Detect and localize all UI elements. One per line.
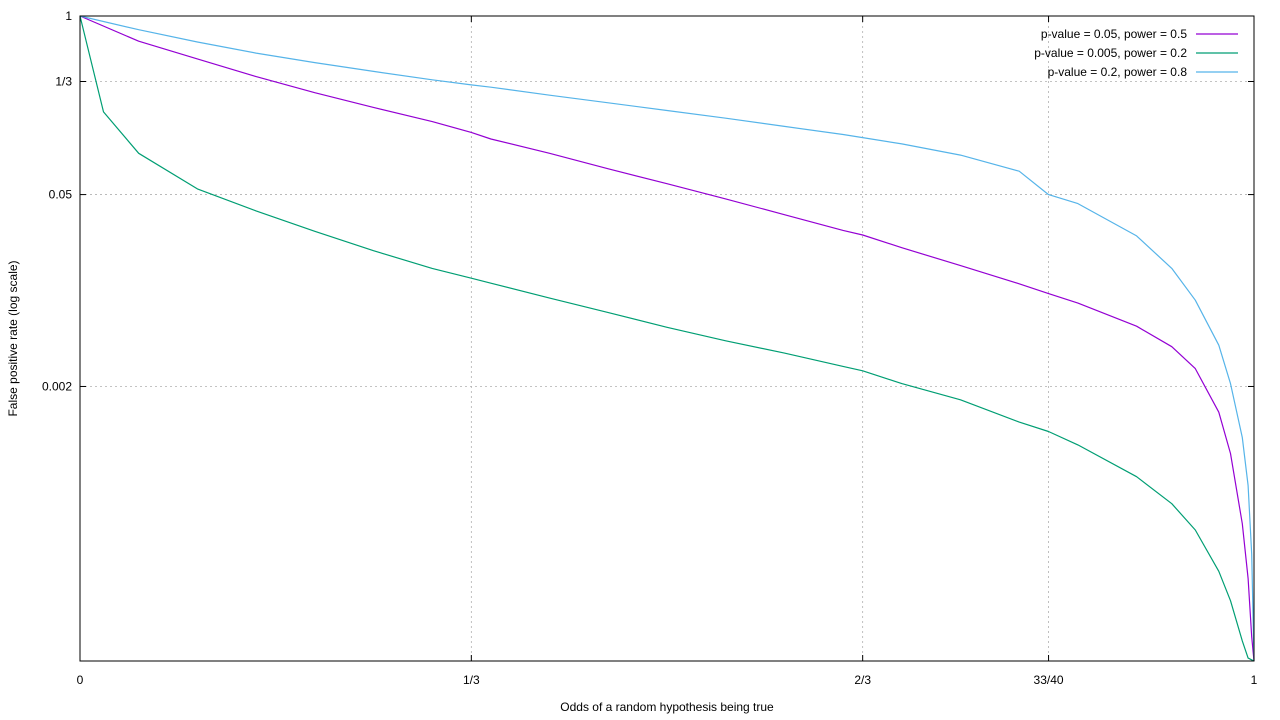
y-axis-title: False positive rate (log scale) [6,260,20,416]
y-tick-label: 0.002 [42,379,72,393]
x-tick-label: 33/40 [1034,673,1064,687]
series-line-0 [79,15,1255,662]
legend-label: p-value = 0.005, power = 0.2 [1034,46,1187,60]
series-line-1 [79,15,1255,662]
x-axis-title: Odds of a random hypothesis being true [560,700,774,714]
legend-label: p-value = 0.2, power = 0.8 [1048,65,1188,79]
plot-frame [79,15,1255,662]
y-tick-label: 0.05 [49,188,73,202]
x-tick-label: 1 [1251,673,1258,687]
y-tick-label: 1/3 [55,74,72,88]
y-tick-label: 1 [65,9,72,23]
legend: p-value = 0.05, power = 0.5 p-value = 0.0… [1034,27,1238,79]
gridlines [80,16,1254,661]
axis-ticks: 0 1/3 2/3 33/40 1 1 1/3 0.05 0.002 [42,9,1258,687]
legend-label: p-value = 0.05, power = 0.5 [1041,27,1187,41]
x-tick-label: 0 [77,673,84,687]
x-tick-label: 2/3 [854,673,871,687]
x-tick-label: 1/3 [463,673,480,687]
series-lines [79,15,1255,662]
series-line-2 [79,15,1255,662]
